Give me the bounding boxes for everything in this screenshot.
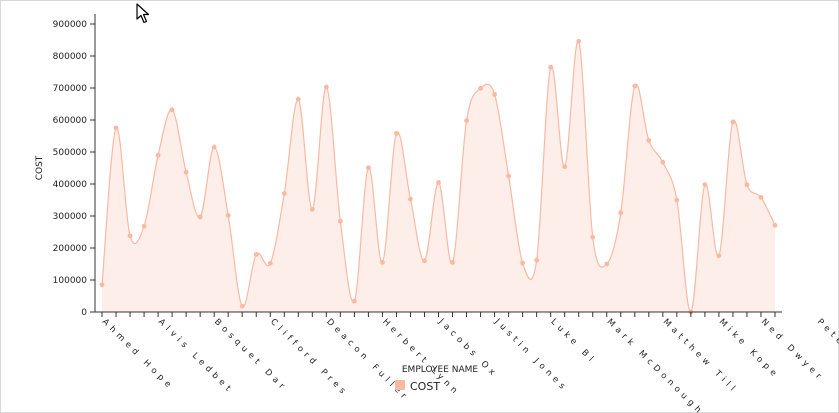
cost-data-point[interactable]	[99, 282, 105, 288]
y-tick-label: 300000	[53, 212, 88, 222]
cost-data-point[interactable]	[225, 212, 231, 218]
cost-data-point[interactable]	[141, 223, 147, 229]
cost-data-point[interactable]	[604, 261, 610, 267]
y-tick-label: 900000	[53, 20, 88, 30]
cost-data-point[interactable]	[464, 118, 469, 124]
cost-data-point[interactable]	[365, 165, 371, 171]
y-tick-label: 800000	[53, 52, 88, 62]
cost-data-point[interactable]	[492, 92, 497, 97]
y-tick-label: 0	[81, 308, 87, 318]
cost-data-point[interactable]	[660, 159, 666, 165]
cost-data-point[interactable]	[183, 169, 189, 175]
x-axis-title: EMPLOYEE NAME	[402, 365, 479, 375]
cost-data-point[interactable]	[323, 84, 329, 90]
cost-data-point[interactable]	[239, 303, 245, 309]
cost-data-point[interactable]	[716, 253, 722, 259]
cost-data-point[interactable]	[576, 38, 582, 44]
y-tick-label: 600000	[53, 116, 88, 126]
cost-data-point[interactable]	[351, 298, 357, 304]
cost-data-point[interactable]	[253, 252, 259, 257]
cost-data-point[interactable]	[562, 164, 568, 170]
y-tick-label: 100000	[53, 276, 88, 286]
cost-data-point[interactable]	[772, 222, 778, 228]
cost-data-point[interactable]	[197, 214, 203, 220]
cost-data-point[interactable]	[394, 131, 399, 136]
cost-data-point[interactable]	[309, 206, 315, 212]
cost-data-point[interactable]	[337, 218, 343, 224]
plot-area	[99, 38, 778, 315]
cost-data-point[interactable]	[127, 233, 133, 239]
cost-data-point[interactable]	[295, 96, 301, 102]
legend[interactable]: COST	[395, 380, 440, 393]
cost-data-point[interactable]	[730, 119, 736, 125]
cost-data-point[interactable]	[674, 197, 680, 203]
mouse-cursor-icon	[136, 3, 150, 24]
y-axis: 0 100000 200000 300000 400000 500000 600000 700…	[53, 14, 96, 318]
cost-area-fill	[102, 40, 775, 313]
y-axis-title: COST	[35, 155, 45, 180]
legend-swatch[interactable]	[395, 380, 405, 390]
cost-data-point[interactable]	[758, 195, 764, 200]
cost-data-point[interactable]	[478, 85, 483, 91]
cost-data-point[interactable]	[380, 260, 385, 265]
cost-data-point[interactable]	[744, 182, 750, 188]
cost-data-point[interactable]	[211, 144, 217, 150]
cost-data-point[interactable]	[506, 173, 512, 179]
cost-data-point[interactable]	[520, 260, 526, 266]
y-tick-label: 400000	[53, 180, 88, 190]
cost-data-point[interactable]	[590, 234, 596, 240]
x-tick-label: Luke Bl	[549, 317, 599, 367]
cost-data-point[interactable]	[281, 191, 287, 197]
cost-data-point[interactable]	[422, 258, 427, 264]
legend-label[interactable]: COST	[410, 380, 440, 393]
cost-data-point[interactable]	[169, 107, 175, 113]
cost-data-point[interactable]	[548, 64, 554, 70]
cost-data-point[interactable]	[702, 182, 708, 188]
x-tick-label: Mark McDonough	[605, 317, 706, 413]
cost-data-point[interactable]	[267, 260, 273, 266]
y-tick-label: 200000	[53, 244, 88, 254]
cost-data-point[interactable]	[646, 138, 652, 143]
cost-data-point[interactable]	[408, 196, 413, 202]
cost-data-point[interactable]	[450, 260, 455, 265]
cost-data-point[interactable]	[632, 83, 638, 89]
cost-data-point[interactable]	[113, 125, 119, 131]
cost-data-point[interactable]	[436, 180, 441, 185]
y-tick-label: 700000	[53, 84, 88, 94]
cost-data-point[interactable]	[155, 152, 161, 158]
y-tick-label: 500000	[53, 148, 88, 158]
cost-data-point[interactable]	[534, 257, 540, 263]
cost-data-point[interactable]	[618, 210, 624, 216]
